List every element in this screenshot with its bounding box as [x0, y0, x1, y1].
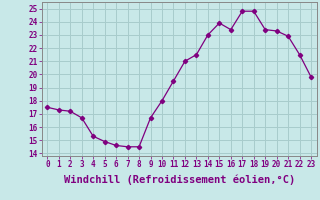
X-axis label: Windchill (Refroidissement éolien,°C): Windchill (Refroidissement éolien,°C) — [64, 175, 295, 185]
